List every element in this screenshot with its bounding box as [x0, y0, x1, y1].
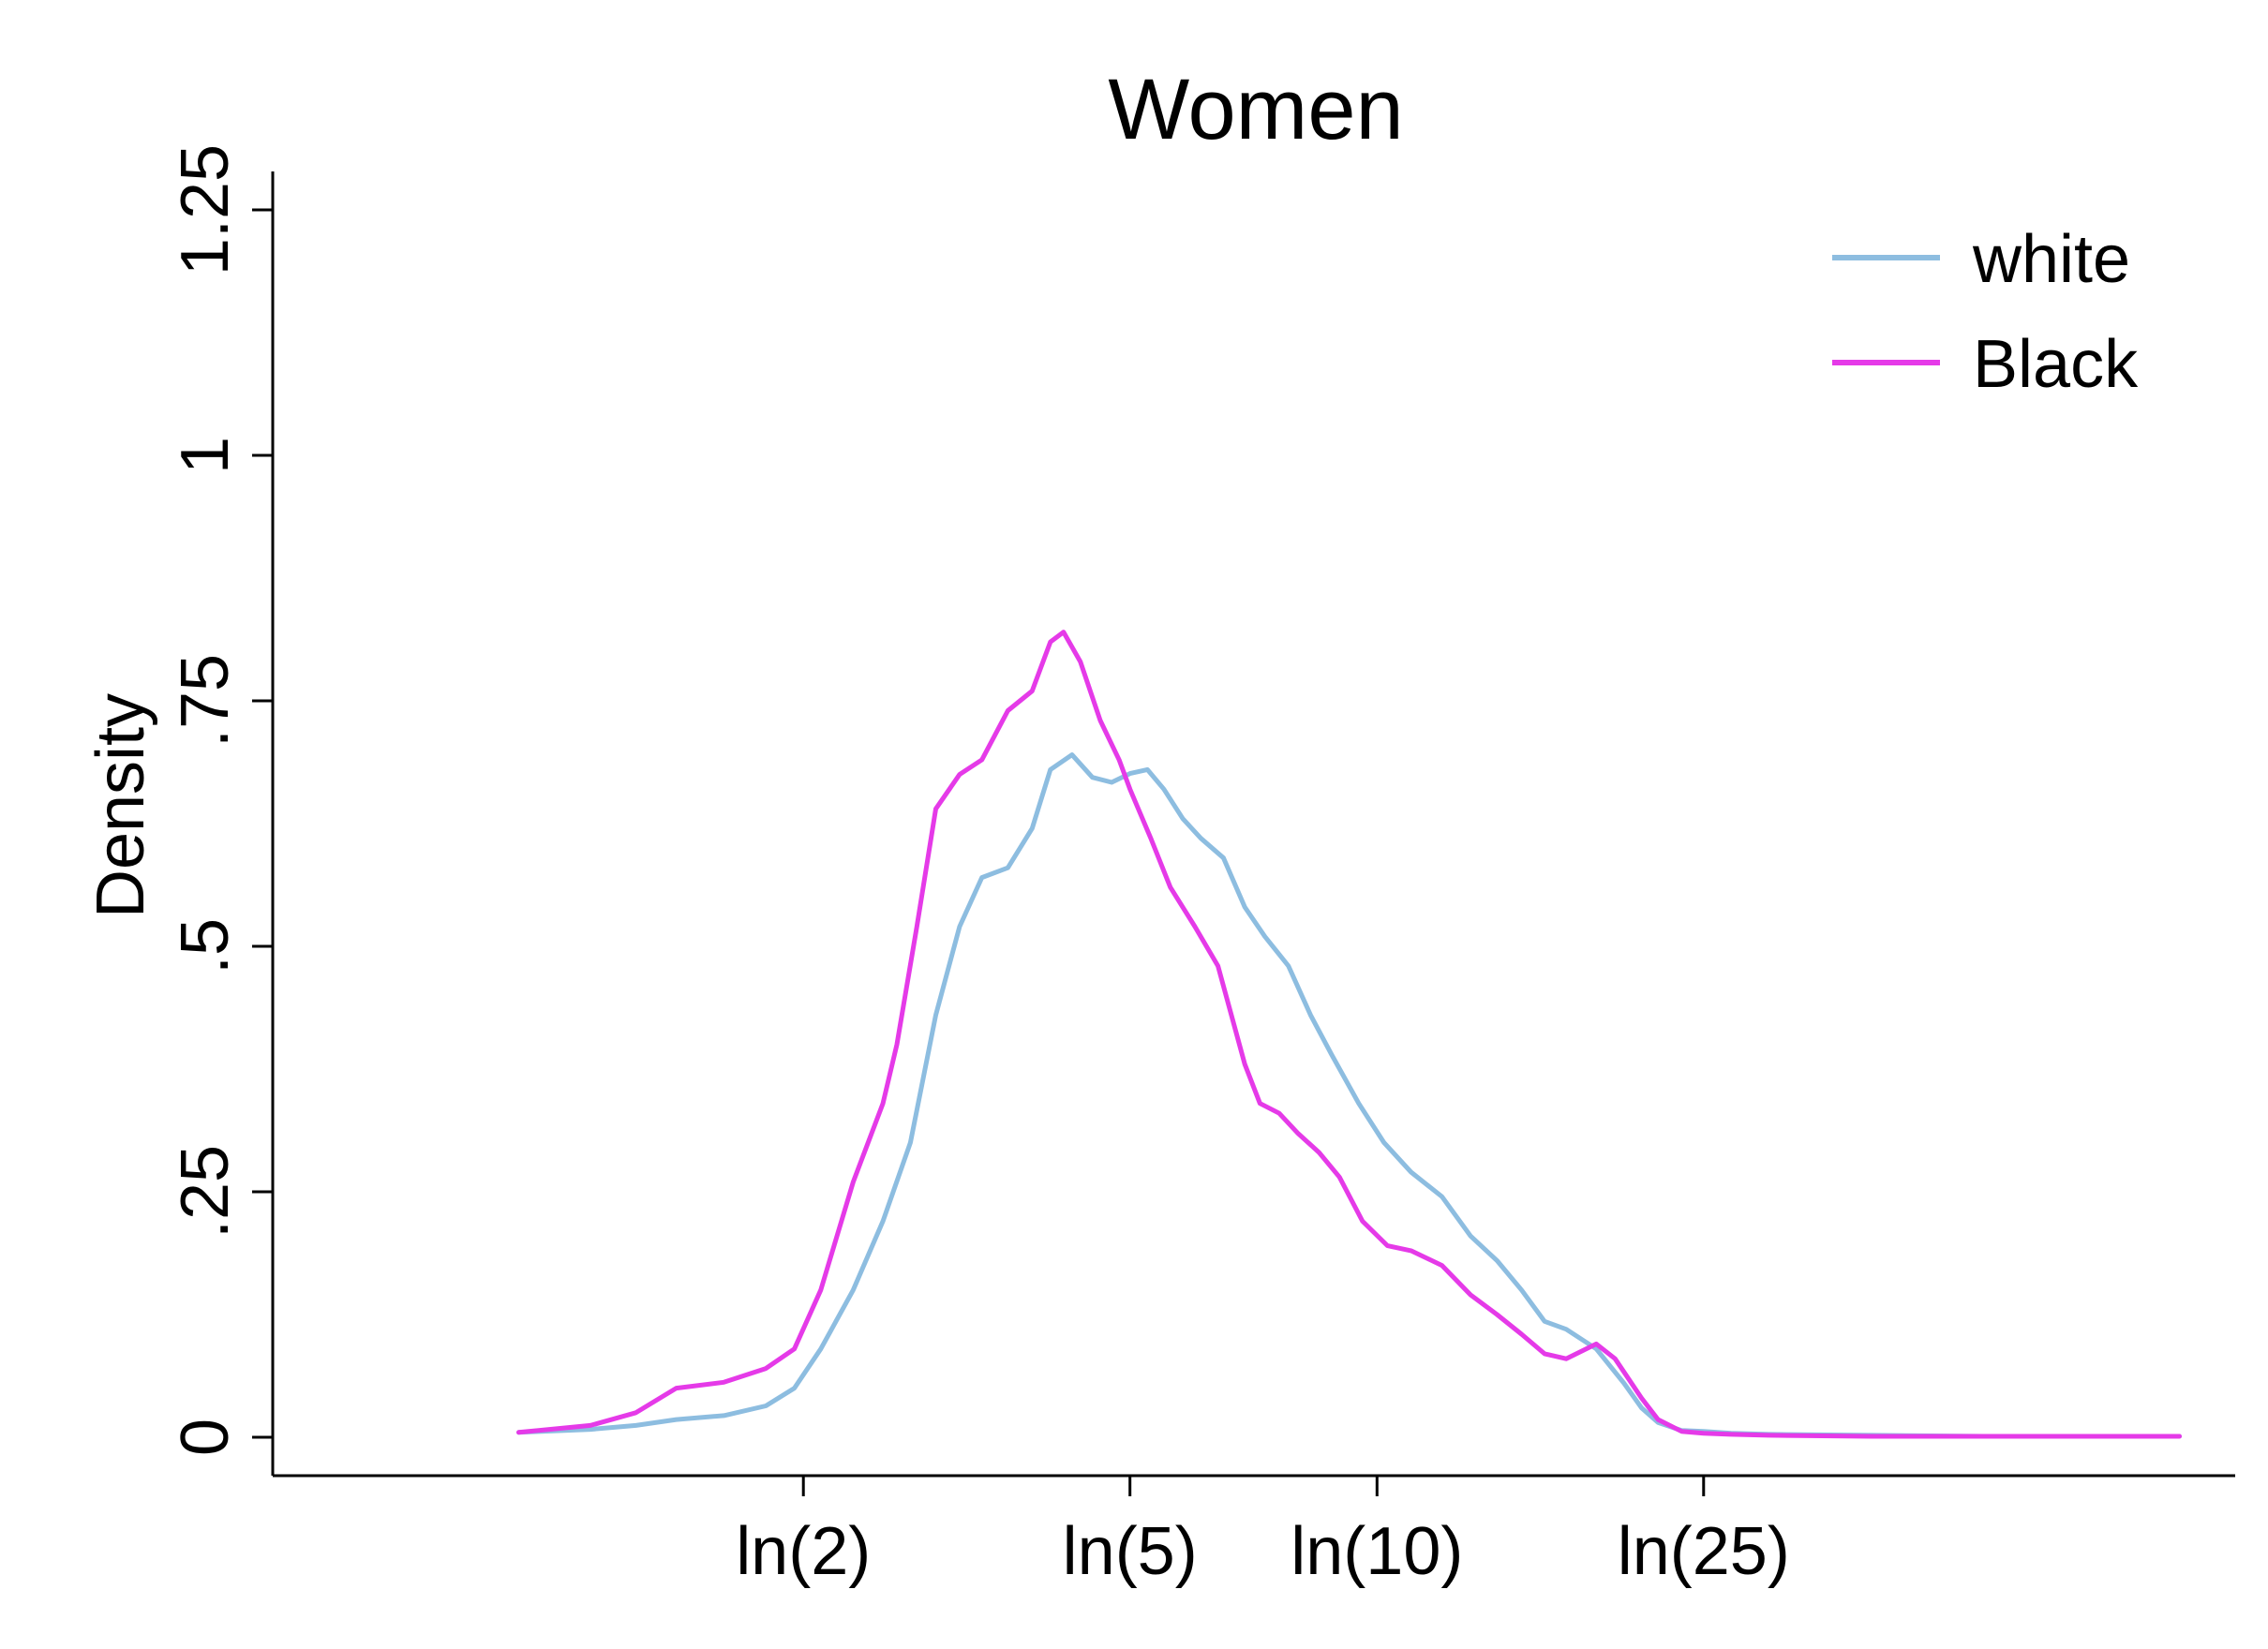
y-tick-label: 1.25 [168, 144, 243, 275]
x-tick-label: ln(10) [1291, 1514, 1463, 1589]
x-tick-label: ln(2) [736, 1514, 871, 1589]
y-tick-label: .25 [168, 1145, 243, 1239]
x-tick-label: ln(25) [1618, 1514, 1790, 1589]
x-tick-label: ln(5) [1063, 1514, 1198, 1589]
series-lines [516, 630, 2182, 1439]
y-axis-title: Density [83, 693, 158, 918]
legend-label-black: Black [1973, 327, 2139, 402]
y-tick-label: 1 [168, 437, 243, 474]
legend-label-white: white [1972, 222, 2130, 297]
x-axis-ticks: ln(2) ln(5) ln(10) ln(25) [736, 1476, 1790, 1589]
legend: white Black [1832, 222, 2139, 402]
y-tick-label: .75 [168, 654, 243, 748]
chart-title: Women [1108, 62, 1403, 157]
y-axis-ticks: 0 .25 .5 .75 1 1.25 [168, 144, 273, 1456]
series-line-black [516, 630, 2182, 1439]
series-line-white [516, 752, 2182, 1439]
y-tick-label: .5 [168, 918, 243, 974]
y-tick-label: 0 [168, 1419, 243, 1456]
